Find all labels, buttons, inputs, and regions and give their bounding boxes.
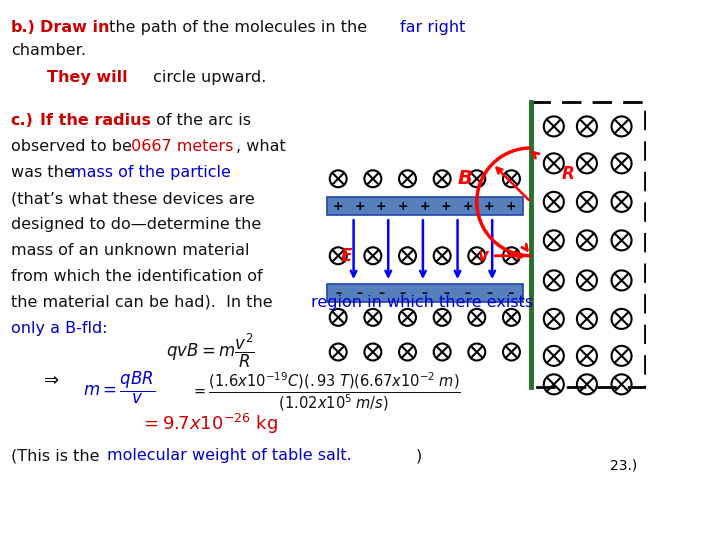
Text: only a B-fld:: only a B-fld:: [11, 321, 107, 336]
Text: the path of the molecules in the: the path of the molecules in the: [104, 20, 373, 35]
Text: –: –: [356, 287, 363, 300]
Text: –: –: [335, 287, 341, 300]
Text: observed to be: observed to be: [11, 139, 137, 154]
Text: +: +: [462, 200, 473, 213]
Bar: [531, 102, 644, 387]
Text: +: +: [354, 200, 365, 213]
Text: b.): b.): [11, 20, 36, 35]
Text: region in which there exists: region in which there exists: [311, 295, 534, 310]
Text: circle upward.: circle upward.: [148, 70, 266, 85]
Text: chamber.: chamber.: [11, 43, 86, 58]
Text: c.): c.): [11, 113, 34, 129]
Text: $qvB = m\dfrac{v^2}{R}$: $qvB = m\dfrac{v^2}{R}$: [166, 332, 255, 370]
Text: –: –: [378, 287, 384, 300]
Text: (This is the: (This is the: [11, 448, 104, 463]
Text: $= \dfrac{(1.6x10^{-19}C)(.93\;T)(6.67x10^{-2}\;m)}{(1.02x10^5\;m/s)}$: $= \dfrac{(1.6x10^{-19}C)(.93\;T)(6.67x1…: [191, 370, 461, 413]
Text: mass of the particle: mass of the particle: [71, 165, 230, 180]
Text: 23.): 23.): [610, 459, 637, 473]
Text: +: +: [484, 200, 495, 213]
Text: of the arc is: of the arc is: [151, 113, 251, 129]
Text: from which the identification of: from which the identification of: [11, 269, 262, 284]
Text: far right: far right: [400, 20, 465, 35]
Text: –: –: [464, 287, 471, 300]
Text: +: +: [333, 200, 343, 213]
Text: They will: They will: [47, 70, 127, 85]
Text: –: –: [443, 287, 449, 300]
Text: If the radius: If the radius: [40, 113, 150, 129]
Text: the material can be had).  In the: the material can be had). In the: [11, 295, 277, 310]
Text: +: +: [419, 200, 430, 213]
Text: $= 9.7x10^{-26}$ kg: $= 9.7x10^{-26}$ kg: [140, 411, 279, 436]
Text: .0667 meters: .0667 meters: [126, 139, 233, 154]
Text: +: +: [505, 200, 516, 213]
Text: $\Rightarrow$: $\Rightarrow$: [40, 370, 59, 388]
Text: –: –: [421, 287, 428, 300]
Text: –: –: [400, 287, 406, 300]
Text: +: +: [397, 200, 408, 213]
Bar: [327, 197, 523, 215]
Text: mass of an unknown material: mass of an unknown material: [11, 243, 249, 258]
Text: ): ): [415, 448, 422, 463]
Text: +: +: [441, 200, 451, 213]
Text: $m = \dfrac{qBR}{v}$: $m = \dfrac{qBR}{v}$: [83, 370, 155, 406]
Text: –: –: [508, 287, 514, 300]
Text: , what: , what: [236, 139, 286, 154]
Text: –: –: [486, 287, 492, 300]
Text: was the: was the: [11, 165, 78, 180]
Text: molecular weight of table salt.: molecular weight of table salt.: [107, 448, 351, 463]
Text: v: v: [477, 247, 488, 265]
Text: designed to do—determine the: designed to do—determine the: [11, 217, 261, 232]
Text: +: +: [376, 200, 387, 213]
Text: Draw in: Draw in: [40, 20, 109, 35]
Bar: [327, 284, 523, 302]
Text: (that’s what these devices are: (that’s what these devices are: [11, 191, 255, 206]
Text: B: B: [458, 169, 473, 188]
Text: E: E: [341, 247, 351, 265]
Text: R: R: [562, 165, 575, 183]
